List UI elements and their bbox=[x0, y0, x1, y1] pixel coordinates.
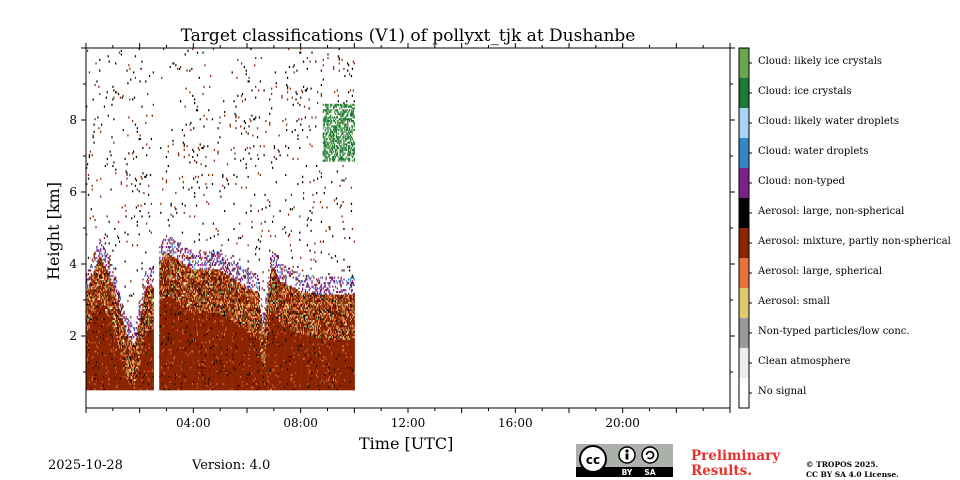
preliminary-notice: Preliminary Results. bbox=[691, 449, 780, 479]
x-tick-label: 12:00 bbox=[391, 416, 426, 430]
y-axis: 2 4 6 8 bbox=[69, 47, 735, 373]
colorbar-swatch bbox=[739, 108, 749, 138]
x-tick-label: 16:00 bbox=[498, 416, 533, 430]
legend-label: Cloud: likely water droplets bbox=[758, 116, 899, 127]
colorbar-swatch bbox=[739, 348, 749, 378]
date-text: 2025-10-28 bbox=[48, 458, 123, 473]
colorbar-swatch bbox=[739, 378, 749, 408]
colorbar-swatch bbox=[739, 228, 749, 258]
colorbar-swatch bbox=[739, 168, 749, 198]
colorbar-swatch bbox=[739, 78, 749, 108]
x-tick-label: 04:00 bbox=[176, 416, 211, 430]
colorbar-swatch bbox=[739, 138, 749, 168]
chart-title: Target classifications (V1) of pollyxt_t… bbox=[180, 26, 636, 46]
preliminary-line-2: Results. bbox=[691, 463, 752, 479]
copyright-line-1: © TROPOS 2025. bbox=[806, 460, 879, 469]
colorbar bbox=[738, 47, 752, 409]
x-axis: 04:00 08:00 12:00 16:00 20:00 bbox=[85, 43, 731, 430]
legend-label: Cloud: water droplets bbox=[758, 146, 869, 157]
legend-label: No signal bbox=[758, 386, 807, 397]
legend-label: Non-typed particles/low conc. bbox=[758, 326, 910, 337]
classification-heatmap bbox=[86, 48, 355, 391]
colorbar-swatch bbox=[739, 48, 749, 78]
legend-label: Cloud: ice crystals bbox=[758, 86, 852, 97]
y-tick-label: 8 bbox=[69, 113, 77, 127]
sa-icon bbox=[641, 446, 659, 464]
copyright-notice: © TROPOS 2025. CC BY SA 4.0 License. bbox=[806, 460, 899, 480]
x-tick-label: 08:00 bbox=[283, 416, 318, 430]
copyright-line-2: CC BY SA 4.0 License. bbox=[806, 470, 899, 479]
cc-by-sa-badge[interactable]: cc BY SA bbox=[576, 444, 673, 477]
legend-label: Aerosol: small bbox=[758, 296, 830, 307]
y-tick-label: 2 bbox=[69, 329, 77, 343]
x-tick-label: 20:00 bbox=[605, 416, 640, 430]
colorbar-swatch bbox=[739, 318, 749, 348]
legend-label: Cloud: non-typed bbox=[758, 176, 845, 187]
y-tick-label: 4 bbox=[69, 257, 77, 271]
colorbar-swatch bbox=[739, 288, 749, 318]
legend-label: Aerosol: large, spherical bbox=[758, 266, 883, 277]
legend-label: Aerosol: mixture, partly non-spherical bbox=[758, 236, 951, 247]
preliminary-line-1: Preliminary bbox=[691, 448, 781, 464]
colorbar-frame bbox=[738, 47, 750, 409]
colorbar-swatch bbox=[739, 258, 749, 288]
colorbar-swatch bbox=[739, 198, 749, 228]
y-tick-label: 6 bbox=[69, 185, 77, 199]
legend-label: Clean atmosphere bbox=[758, 356, 851, 367]
x-axis-label: Time [UTC] bbox=[359, 434, 454, 453]
legend-label: Aerosol: large, non-spherical bbox=[758, 206, 905, 217]
legend-label: Cloud: likely ice crystals bbox=[758, 56, 883, 67]
cc-icon bbox=[579, 445, 607, 473]
version-text: Version: 4.0 bbox=[192, 458, 271, 473]
y-axis-label: Height [km] bbox=[44, 182, 63, 280]
